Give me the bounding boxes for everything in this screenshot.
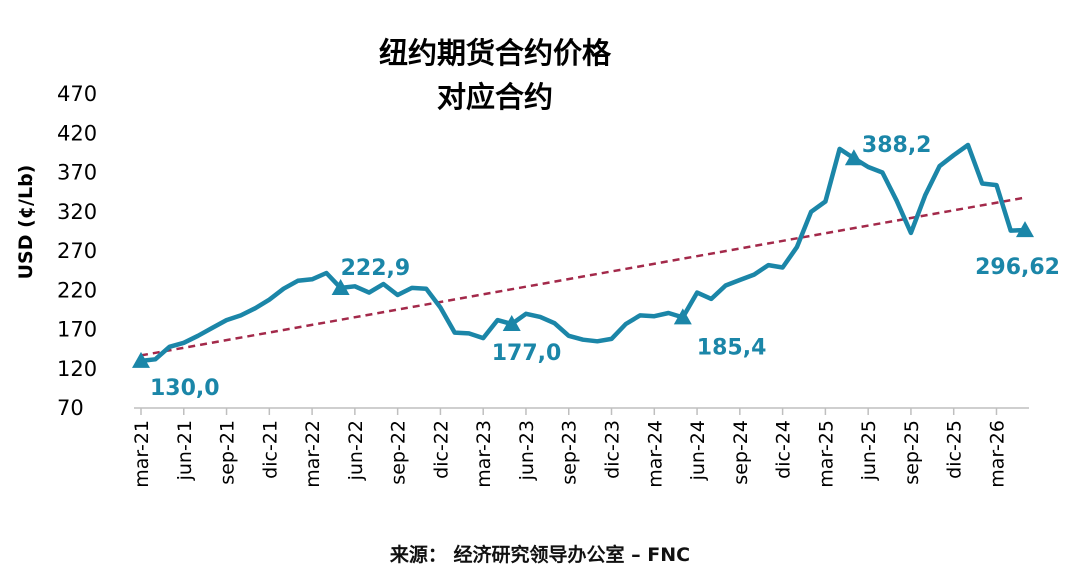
data-label: 177,0: [492, 341, 562, 366]
chart-title-line-2: 对应合约: [436, 80, 553, 114]
price-series-line: [138, 142, 1028, 364]
x-tick-label: sep-21: [217, 420, 239, 485]
x-tick-label: dic-21: [259, 420, 281, 479]
x-tick-label: mar-22: [302, 420, 324, 488]
data-label: 388,2: [862, 133, 932, 158]
x-tick-label: jun-21: [174, 420, 196, 481]
y-tick-label: 470: [57, 82, 97, 106]
source-note: 来源： 经济研究领导办公室 – FNC: [389, 544, 691, 566]
y-tick-label: 120: [57, 357, 97, 381]
y-tick-label: 420: [57, 121, 97, 145]
x-tick-label: jun-23: [516, 420, 538, 481]
y-tick-label: 320: [57, 200, 97, 224]
data-marker: [844, 149, 863, 166]
x-tick-label: jun-22: [345, 420, 367, 481]
y-tick-label: 370: [57, 161, 97, 185]
x-tick-label: dic-25: [944, 420, 966, 479]
x-tick-label: jun-24: [687, 420, 709, 481]
x-tick-label: sep-22: [388, 420, 410, 485]
x-tick-label: mar-26: [986, 420, 1008, 488]
x-tick-label: dic-23: [602, 420, 624, 479]
data-marker: [1016, 221, 1034, 238]
y-tick-label: 170: [57, 318, 97, 342]
y-tick-label: 70: [57, 396, 84, 420]
chart-title-line-1: 纽约期货合约价格: [378, 36, 611, 70]
y-tick-label: 220: [57, 278, 97, 302]
trend-line: [140, 196, 1026, 357]
x-tick-label: jun-25: [858, 420, 880, 481]
x-tick-label: dic-22: [430, 420, 452, 479]
x-tick-label: sep-24: [730, 420, 752, 485]
data-marker: [331, 278, 350, 295]
data-label: 185,4: [697, 335, 767, 360]
data-label: 130,0: [150, 376, 220, 401]
x-tick-label: sep-23: [559, 420, 581, 485]
x-tick-label: mar-21: [131, 420, 153, 488]
data-label: 296,62: [975, 255, 1060, 280]
data-marker: [673, 308, 692, 325]
x-tick-label: sep-25: [901, 420, 923, 485]
data-marker: [132, 351, 150, 368]
x-tick-label: mar-23: [473, 420, 495, 488]
data-marker: [502, 315, 521, 332]
y-tick-label: 270: [57, 239, 97, 263]
x-tick-label: mar-24: [644, 420, 666, 488]
data-label: 222,9: [341, 256, 411, 281]
x-tick-label: dic-24: [773, 420, 795, 479]
x-tick-label: mar-25: [815, 420, 837, 488]
y-axis-title: USD (¢/Lb): [15, 164, 37, 280]
